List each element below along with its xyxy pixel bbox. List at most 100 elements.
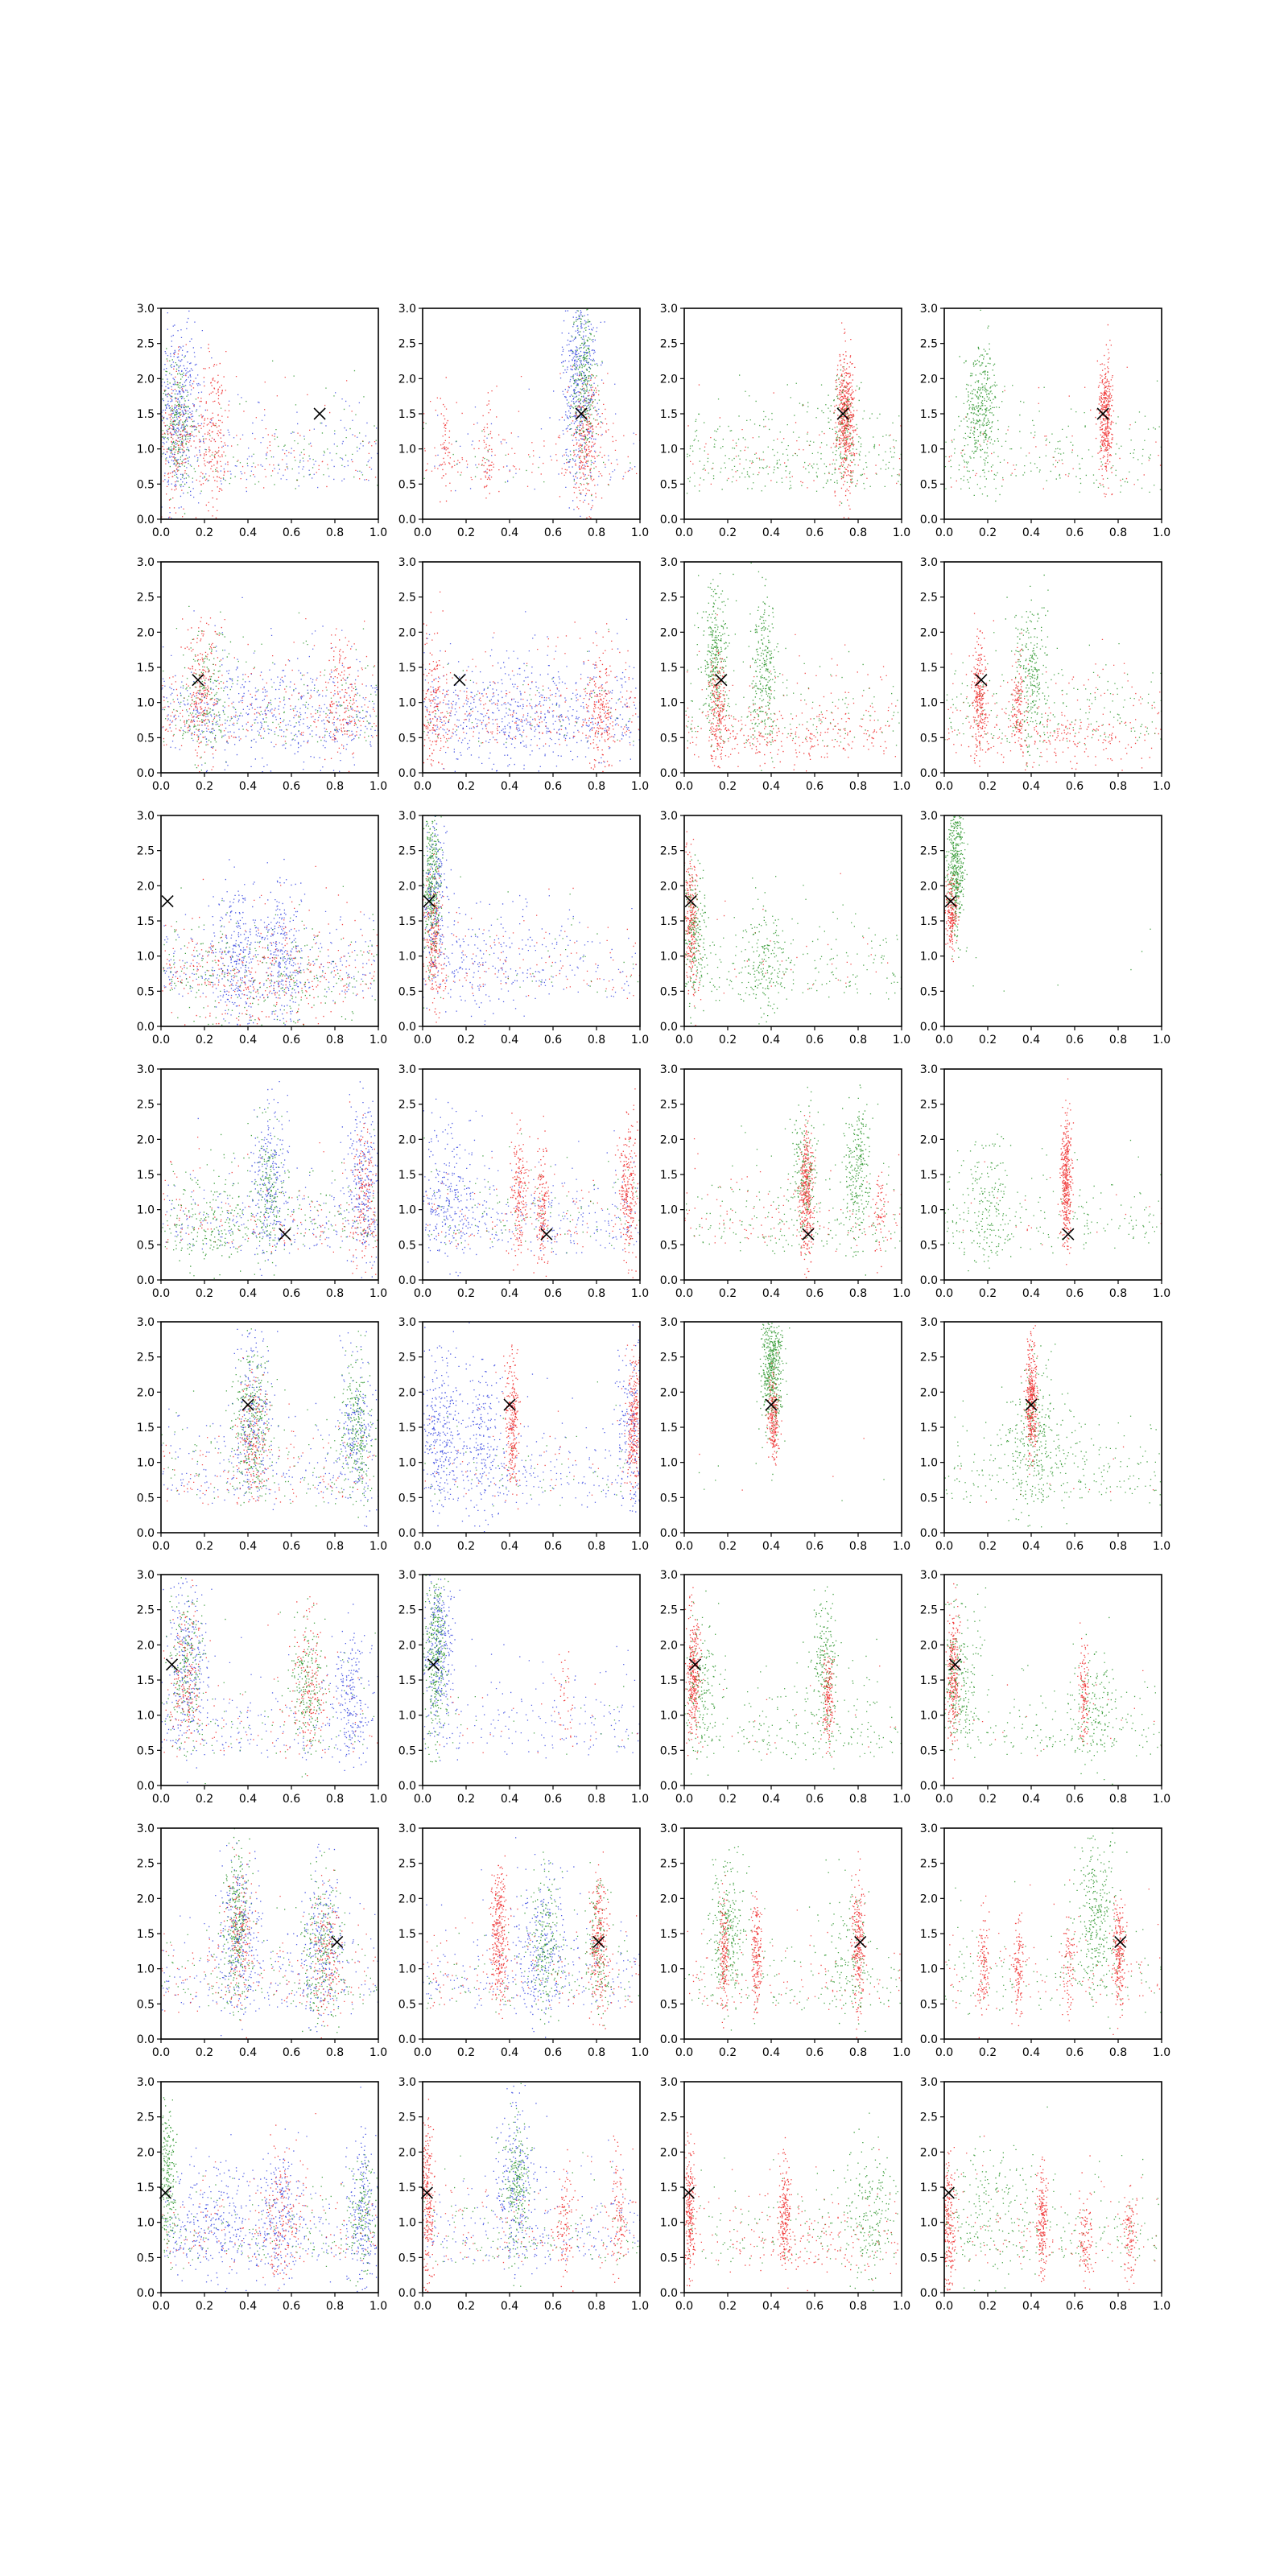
- y-tick-label: 1.0: [137, 2217, 155, 2230]
- x-tick-label: 0.4: [501, 526, 518, 539]
- x-tick-label: 0.4: [1022, 1287, 1040, 1300]
- x-tick-label: 0.0: [935, 526, 953, 539]
- y-tick-label: 0.5: [398, 985, 416, 998]
- x-tick-label: 0.0: [414, 780, 431, 793]
- cluster-points-blue-3: [340, 1081, 378, 1278]
- x-tick-label: 0.6: [544, 1793, 562, 1806]
- y-tick-label: 2.5: [920, 1099, 938, 1112]
- background-points-blue: [423, 2139, 640, 2269]
- y-tick-label: 3.0: [137, 1316, 155, 1329]
- cluster-points-red-3: [1009, 1912, 1028, 2026]
- axes-frame: [422, 561, 641, 774]
- x-marker: [1062, 1228, 1075, 1241]
- x-marker: [279, 1228, 291, 1241]
- scatter-panel-r7-c1: 0.0 0.2 0.4 0.6 0.8 1.0 0.0 0.5 1.0 1.5 2.0 2.5 3.0: [137, 1823, 387, 2059]
- y-tick-label: 1.5: [660, 1169, 678, 1182]
- cluster-points-green-2: [180, 605, 232, 771]
- y-tick-label: 0.0: [398, 1274, 416, 1287]
- y-tick-label: 0.5: [660, 1239, 678, 1252]
- y-tick-label: 1.5: [920, 2182, 938, 2194]
- y-tick-label: 2.0: [398, 1893, 416, 1905]
- scatter-panel-r2-c3: 0.0 0.2 0.4 0.6 0.8 1.0 0.0 0.5 1.0 1.5 2.0 2.5 3.0: [660, 556, 910, 793]
- y-tick-label: 2.0: [398, 373, 416, 386]
- x-tick-label: 0.6: [1066, 1287, 1084, 1300]
- background-points-blue: [162, 1903, 378, 2012]
- x-tick-label: 0.8: [326, 1034, 344, 1046]
- x-tick-label: 0.4: [501, 2300, 518, 2313]
- background-points-green: [161, 2153, 377, 2267]
- axes-frame: [160, 561, 379, 774]
- background-points-green: [423, 1133, 640, 1253]
- scatter-panel-r1-c1: 0.0 0.2 0.4 0.6 0.8 1.0 0.0 0.5 1.0 1.5 2.0 2.5 3.0: [137, 303, 387, 539]
- y-tick-label: 1.5: [398, 1674, 416, 1687]
- x-tick-label: 0.4: [762, 526, 780, 539]
- cluster-points-green-1: [756, 1322, 791, 1476]
- x-tick-label: 0.0: [935, 1034, 953, 1046]
- scatter-panel-r2-c1: 0.0 0.2 0.4 0.6 0.8 1.0 0.0 0.5 1.0 1.5 2.0 2.5 3.0: [137, 556, 387, 793]
- y-tick-label: 2.5: [920, 1604, 938, 1617]
- scatter-panel-r6-c4: 0.0 0.2 0.4 0.6 0.8 1.0 0.0 0.5 1.0 1.5 2.0 2.5 3.0: [920, 1569, 1170, 1806]
- y-tick-label: 1.0: [660, 2217, 678, 2230]
- cluster-points-red-3: [1008, 632, 1029, 753]
- y-tick-label: 3.0: [137, 1063, 155, 1076]
- cluster-points-red-2: [1095, 324, 1115, 497]
- y-tick-label: 0.5: [660, 2252, 678, 2264]
- x-tick-label: 0.4: [239, 2300, 257, 2313]
- cluster-points-red-2: [582, 623, 616, 773]
- x-marker: [161, 894, 174, 908]
- y-tick-label: 2.5: [137, 338, 155, 351]
- background-points-green: [944, 1139, 1162, 1256]
- x-tick-label: 0.6: [1066, 2046, 1084, 2059]
- y-tick-label: 1.0: [137, 1710, 155, 1723]
- y-tick-label: 1.0: [137, 444, 155, 456]
- background-points-green: [944, 1393, 1162, 1509]
- y-tick-label: 2.0: [137, 1639, 155, 1652]
- x-tick-label: 1.0: [1153, 2300, 1170, 2313]
- x-tick-label: 1.0: [631, 2300, 649, 2313]
- x-tick-label: 0.4: [1022, 1793, 1040, 1806]
- axes-frame: [422, 308, 641, 520]
- y-tick-label: 0.0: [398, 1021, 416, 1034]
- y-tick-label: 0.5: [137, 2252, 155, 2264]
- x-tick-label: 1.0: [893, 1034, 910, 1046]
- y-tick-label: 0.0: [398, 2033, 416, 2046]
- x-tick-label: 0.6: [806, 1287, 824, 1300]
- axes-frame: [160, 308, 379, 520]
- y-tick-label: 1.5: [660, 1674, 678, 1687]
- scatter-points: [161, 1081, 378, 1279]
- scatter-points: [161, 2087, 378, 2293]
- y-tick-label: 2.0: [920, 1386, 938, 1399]
- x-tick-label: 0.8: [849, 1287, 867, 1300]
- cluster-points-red-1: [684, 1587, 704, 1757]
- cluster-points-green-1: [217, 1828, 258, 2021]
- x-tick-label: 0.6: [1066, 1034, 1084, 1046]
- cluster-points-red-3: [1077, 1622, 1090, 1744]
- scatter-panel-r3-c1: 0.0 0.2 0.4 0.6 0.8 1.0 0.0 0.5 1.0 1.5 2.0 2.5 3.0: [137, 810, 387, 1046]
- x-marker: [948, 1658, 962, 1671]
- x-tick-label: 1.0: [893, 2300, 910, 2313]
- y-tick-label: 0.5: [137, 478, 155, 491]
- y-tick-label: 1.0: [920, 2217, 938, 2230]
- y-tick-label: 0.5: [920, 478, 938, 491]
- cluster-points-red-2: [975, 1895, 991, 2039]
- scatter-points: [423, 1088, 640, 1278]
- y-tick-label: 0.0: [137, 1527, 155, 1540]
- scatter-panel-r7-c3: 0.0 0.2 0.4 0.6 0.8 1.0 0.0 0.5 1.0 1.5 2.0 2.5 3.0: [660, 1823, 910, 2059]
- cluster-points-red-5: [279, 1596, 339, 1777]
- y-tick-label: 2.0: [137, 626, 155, 639]
- x-tick-label: 0.2: [719, 2046, 737, 2059]
- scatter-panel-r3-c3: 0.0 0.2 0.4 0.6 0.8 1.0 0.0 0.5 1.0 1.5 2.0 2.5 3.0: [660, 810, 910, 1046]
- y-tick-label: 3.0: [920, 1569, 938, 1582]
- y-tick-label: 1.0: [920, 444, 938, 456]
- x-marker: [427, 1658, 440, 1671]
- x-tick-label: 0.6: [806, 1034, 824, 1046]
- cluster-points-blue-2: [441, 1356, 513, 1533]
- y-tick-label: 2.5: [660, 1352, 678, 1364]
- y-tick-label: 2.0: [660, 1893, 678, 1905]
- y-tick-label: 1.0: [660, 697, 678, 710]
- x-marker: [715, 674, 728, 687]
- y-tick-label: 0.0: [137, 1780, 155, 1793]
- x-tick-label: 0.6: [544, 1540, 562, 1553]
- cluster-points-blue-1: [553, 308, 605, 517]
- x-tick-label: 0.6: [283, 526, 300, 539]
